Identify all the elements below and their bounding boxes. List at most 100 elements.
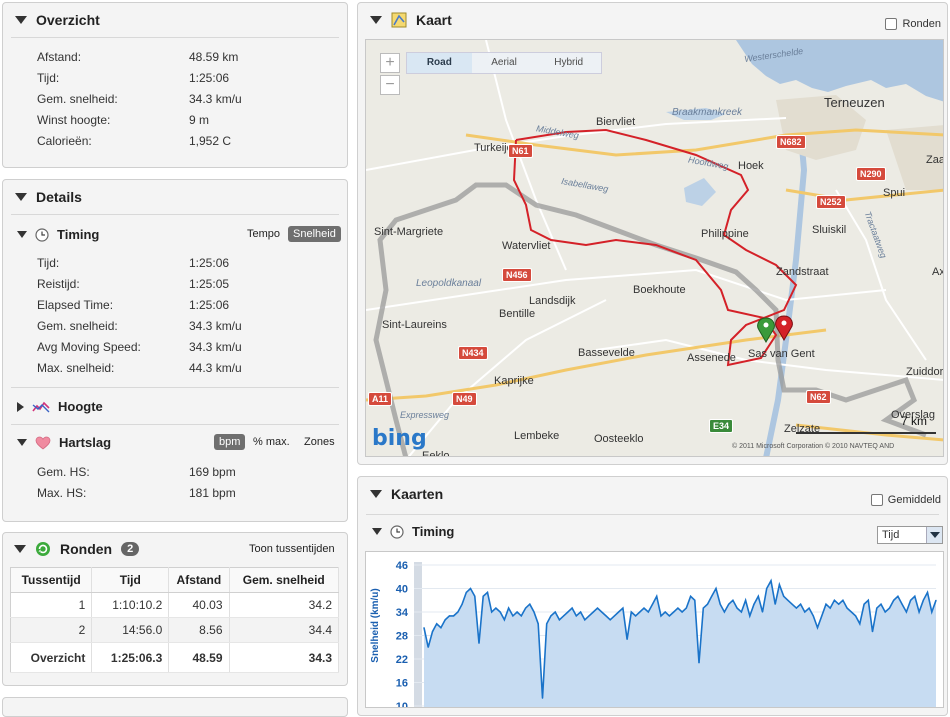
collapse-triangle-icon[interactable] <box>370 16 382 24</box>
speed-data-point <box>774 603 776 605</box>
map-place-label: Biervliet <box>596 116 636 128</box>
map-tab-road[interactable]: Road <box>407 53 472 73</box>
speed-data-point <box>516 611 518 613</box>
heart-title: Hartslag <box>59 435 112 450</box>
map-tab-hybrid[interactable]: Hybrid <box>554 57 584 68</box>
map-canvas[interactable] <box>366 40 944 457</box>
table-cell: 40.03 <box>168 592 230 618</box>
show-splits-link[interactable]: Toon tussentijden <box>249 543 335 555</box>
bing-logo: bing <box>372 426 427 451</box>
speed-data-point <box>427 646 429 648</box>
speed-data-point <box>618 611 620 613</box>
collapse-triangle-icon[interactable] <box>14 545 26 553</box>
speed-toggle[interactable]: Snelheid <box>288 226 341 242</box>
speed-data-point <box>639 611 641 613</box>
table-row[interactable]: 2 14:56.0 8.56 34.4 <box>10 617 339 643</box>
speed-data-point <box>859 623 861 625</box>
map-place-label: Leopoldkanaal <box>416 278 482 289</box>
bpm-toggle[interactable]: bpm <box>214 434 246 450</box>
checkbox-icon[interactable] <box>870 494 883 506</box>
speed-data-point <box>723 611 725 613</box>
laps-table: Tussentijd Tijd Afstand Gem. snelheid 1 1:10… <box>10 567 339 673</box>
timing-section-header[interactable]: Timing <box>17 227 99 242</box>
zoom-in-button[interactable]: + <box>380 53 400 73</box>
collapse-triangle-icon[interactable] <box>15 193 27 201</box>
speed-data-point <box>656 595 658 597</box>
speed-data-point <box>740 611 742 613</box>
speed-data-point <box>478 642 480 644</box>
overview-header[interactable]: Overzicht <box>15 12 100 28</box>
speed-data-point <box>554 611 556 613</box>
speed-data-point <box>448 615 450 617</box>
pin-end-icon <box>775 315 793 341</box>
speed-data-point <box>508 607 510 609</box>
speed-data-point <box>901 603 903 605</box>
map-tab-aerial[interactable]: Aerial <box>491 57 517 68</box>
y-axis-label: Snelheid (km/u) <box>370 588 381 662</box>
chart-timing-title: Timing <box>412 524 455 539</box>
tempo-toggle[interactable]: Tempo <box>247 228 281 240</box>
zoom-out-button[interactable]: − <box>380 75 400 95</box>
speed-data-point <box>855 615 857 617</box>
map-title: Kaart <box>416 12 452 28</box>
expand-triangle-icon[interactable] <box>17 401 24 412</box>
speed-data-point <box>884 611 886 613</box>
laps-column-header[interactable]: Tijd <box>91 567 170 593</box>
speed-chart-canvas[interactable]: 10 16 22 28 34 40 46 Snelheid (km/u) <box>366 552 944 708</box>
collapse-triangle-icon[interactable] <box>17 439 27 446</box>
x-axis-select[interactable]: Tijd <box>877 526 943 544</box>
y-tick-label: 10 <box>396 701 408 708</box>
road-shield: N290 <box>856 167 886 181</box>
stat-label: Reistijd: <box>37 277 80 291</box>
map-place-label: Bassevelde <box>578 347 635 359</box>
collapse-triangle-icon[interactable] <box>15 16 27 24</box>
heart-section-header[interactable]: Hartslag <box>17 435 111 450</box>
speed-data-point <box>816 627 819 629</box>
collapse-triangle-icon[interactable] <box>370 490 382 498</box>
speed-data-point <box>546 623 548 625</box>
map-view[interactable]: Road Aerial Hybrid + − Terneuzen Biervliet T… <box>365 39 944 457</box>
details-header[interactable]: Details <box>15 189 82 205</box>
percent-max-toggle[interactable]: % max. <box>253 436 290 448</box>
speed-data-point <box>846 607 848 609</box>
charts-header[interactable]: Kaarten <box>370 486 443 502</box>
map-copyright: © 2011 Microsoft Corporation © 2010 NAVT… <box>732 443 895 450</box>
dropdown-arrow-icon[interactable] <box>926 527 942 543</box>
speed-data-point <box>681 611 683 613</box>
map-place-label: Zaan <box>926 154 943 166</box>
collapse-triangle-icon[interactable] <box>372 528 382 535</box>
collapse-triangle-icon[interactable] <box>17 231 27 238</box>
laps-refresh-icon <box>36 542 50 556</box>
zones-toggle[interactable]: Zones <box>304 436 335 448</box>
laps-checkbox[interactable]: Ronden <box>885 18 941 30</box>
speed-data-point <box>719 603 721 605</box>
speed-data-point <box>914 595 916 597</box>
table-cell: 1:10:10.2 <box>91 592 170 618</box>
laps-column-header[interactable]: Gem. snelheid <box>229 567 339 593</box>
checkbox-icon[interactable] <box>885 18 898 30</box>
laps-column-header[interactable]: Tussentijd <box>10 567 93 593</box>
table-row[interactable]: 1 1:10:10.2 40.03 34.2 <box>10 592 339 618</box>
map-place-label: Philippine <box>701 228 749 240</box>
map-header[interactable]: Kaart <box>370 12 452 28</box>
map-icon <box>391 12 407 28</box>
speed-data-point <box>677 607 679 609</box>
charts-title: Kaarten <box>391 486 444 502</box>
elevation-section-header[interactable]: Hoogte <box>17 399 103 414</box>
road-shield: N252 <box>816 195 846 209</box>
stat-value: 169 bpm <box>189 465 236 479</box>
map-place-label: Sint-Laureins <box>382 319 447 331</box>
speed-data-point <box>580 611 582 613</box>
chart-timing-header[interactable]: Timing <box>372 524 454 539</box>
speed-data-point <box>613 615 615 617</box>
speed-data-point <box>761 611 764 613</box>
speed-data-point <box>491 611 493 613</box>
speed-chart[interactable]: 10 16 22 28 34 40 46 Snelheid (km/u) <box>365 551 944 708</box>
road-shield: E34 <box>709 419 734 433</box>
speed-data-point <box>888 607 891 609</box>
table-cell: 8.56 <box>168 617 230 643</box>
averaged-checkbox[interactable]: Gemiddeld <box>870 494 941 506</box>
speed-data-point <box>706 603 709 605</box>
laps-column-header[interactable]: Afstand <box>168 567 230 593</box>
laps-header[interactable]: Ronden 2 <box>14 541 140 557</box>
